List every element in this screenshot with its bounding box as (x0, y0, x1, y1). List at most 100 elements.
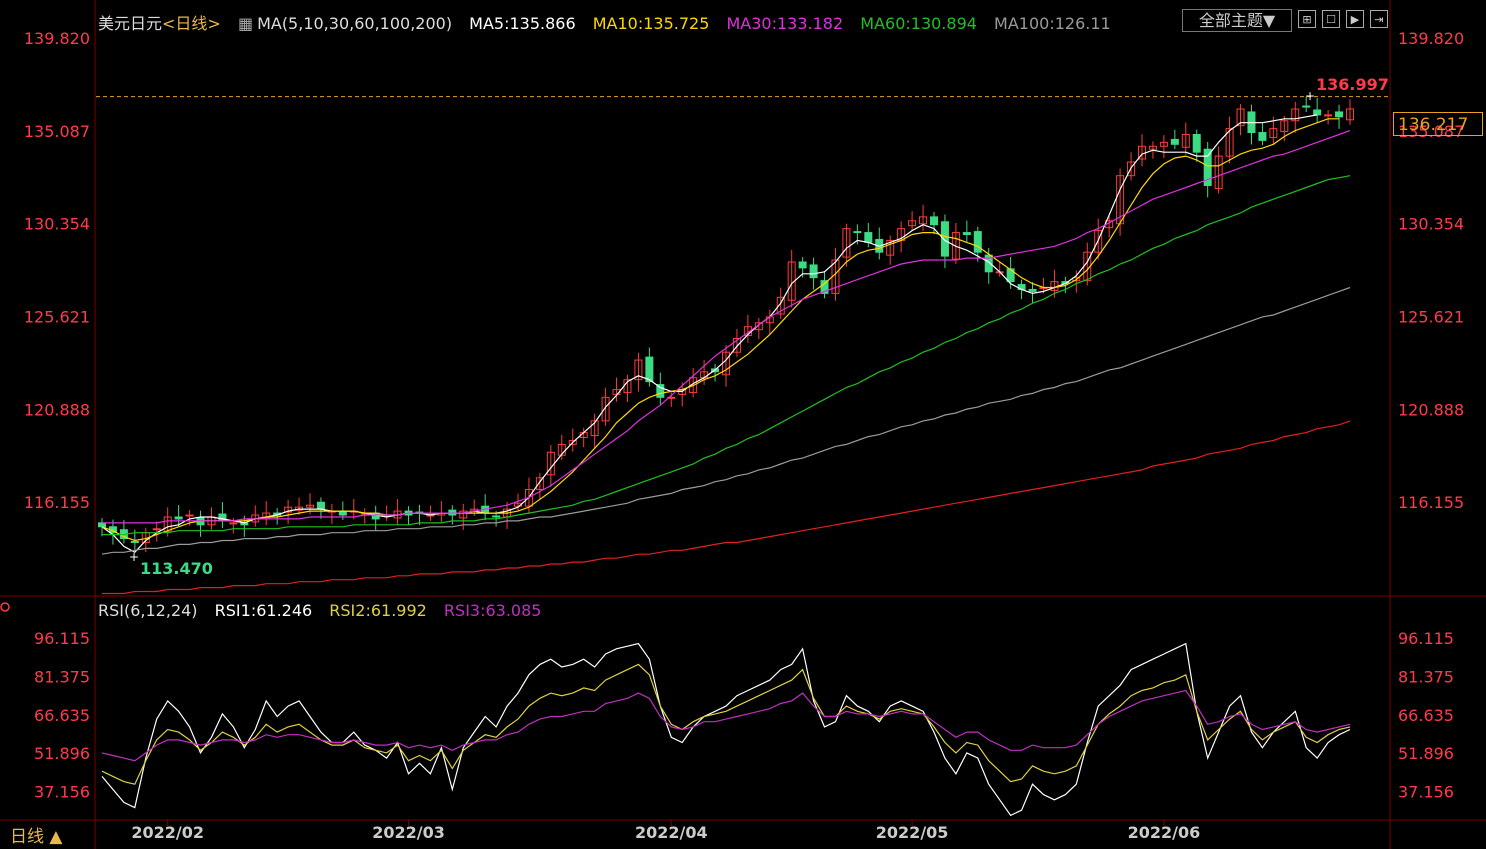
candle-body (1225, 128, 1234, 157)
candle-body (951, 232, 960, 260)
candle-body (732, 337, 741, 353)
high-marker: + (1305, 89, 1315, 103)
y-tick-right: 116.155 (1398, 493, 1464, 512)
low-marker: + (129, 550, 139, 564)
main-chart-header: 美元日元<日线> ▦ MA(5,10,30,60,100,200) MA5:135… (98, 10, 1123, 34)
candle-body (568, 439, 577, 445)
candle-body (853, 231, 862, 234)
candle-body (152, 528, 161, 531)
candle-body (1170, 138, 1179, 145)
candle-body (1291, 108, 1300, 122)
candle-body (1346, 108, 1354, 121)
rsi-label[interactable]: RSI(6,12,24) (98, 601, 198, 620)
rsi-line-rsi1 (101, 642, 1351, 817)
y-tick-right: 120.888 (1398, 400, 1464, 419)
candle-body (842, 228, 851, 258)
rsi-tick-left: 81.375 (34, 667, 90, 686)
x-tick-label: 2022/02 (131, 823, 204, 842)
expand-icon[interactable]: ⇥ (1370, 10, 1388, 28)
y-tick-left: 120.888 (24, 400, 90, 419)
candle-body (1148, 145, 1157, 150)
candle-body (229, 522, 238, 525)
candle-body (1335, 111, 1344, 118)
candle-body (163, 516, 172, 533)
candle-body (1072, 277, 1081, 282)
rsi-tick-right: 51.896 (1398, 744, 1454, 763)
candle-body (776, 296, 785, 315)
candle-body (984, 254, 993, 273)
period-selector[interactable]: 日线 ▲ (10, 827, 63, 847)
candle-body (535, 477, 544, 491)
rsi1-value: RSI1:61.246 (214, 601, 313, 620)
candle-body (174, 516, 183, 520)
ma-line-ma5 (101, 114, 1318, 554)
candle-body (1127, 161, 1136, 177)
candle-body (1006, 268, 1015, 283)
candle-body (1324, 114, 1333, 117)
candle-body (689, 377, 698, 393)
candle-body (645, 356, 654, 383)
candle-body (1269, 128, 1278, 138)
candle-body (973, 231, 982, 253)
rsi-line-rsi3 (101, 689, 1351, 762)
candle-body (1028, 288, 1037, 292)
symbol-name: 美元日元 (98, 14, 163, 33)
candle-body (459, 510, 468, 519)
ma-line-ma100 (101, 286, 1351, 555)
window-icon[interactable]: ☐ (1322, 10, 1340, 28)
rsi-line-rsi2 (101, 663, 1351, 785)
candle-body (1203, 148, 1212, 186)
layout-grid-icon[interactable]: ⊞ (1298, 10, 1316, 28)
rsi-tick-left: 66.635 (34, 706, 90, 725)
ma60-value: MA60:130.894 (860, 14, 977, 33)
pane-resize-handle (0, 602, 10, 612)
candle-body (940, 221, 949, 257)
rsi-tick-right: 37.156 (1398, 783, 1454, 802)
y-tick-left: 116.155 (24, 493, 90, 512)
candle-body (1214, 155, 1223, 189)
ma30-value: MA30:133.182 (726, 14, 844, 33)
y-tick-left: 125.621 (24, 308, 90, 327)
rsi-tick-right: 66.635 (1398, 706, 1454, 725)
x-tick-label: 2022/04 (635, 823, 708, 842)
rsi-header: RSI(6,12,24) RSI1:61.246 RSI2:61.992 RSI… (98, 601, 553, 620)
ma-line-ma30 (102, 130, 1351, 524)
ma-line-ma60 (102, 175, 1351, 536)
candle-body (930, 216, 938, 226)
play-icon[interactable]: ▶ (1346, 10, 1364, 28)
y-tick-left: 135.087 (24, 122, 90, 141)
rsi3-value: RSI3:63.085 (443, 601, 542, 620)
y-tick-left: 139.820 (24, 29, 90, 48)
candle-body (634, 359, 643, 381)
ma-label[interactable]: ▦ MA(5,10,30,60,100,200) (237, 14, 453, 33)
candle-body (908, 220, 917, 227)
rsi-tick-left: 96.115 (34, 629, 90, 648)
rsi-tick-left: 37.156 (34, 783, 90, 802)
indicator-icon: ▦ (237, 14, 254, 33)
candle-body (1159, 141, 1168, 147)
y-tick-right: 139.820 (1398, 29, 1464, 48)
period-tag[interactable]: <日线> (162, 14, 221, 33)
candle-body (656, 384, 665, 398)
rsi-tick-right: 81.375 (1398, 667, 1454, 686)
low-annotation: 113.470 (140, 559, 213, 578)
candle-body (1094, 230, 1103, 253)
x-tick-label: 2022/06 (1128, 823, 1201, 842)
candle-body (962, 232, 971, 236)
rsi-tick-right: 96.115 (1398, 629, 1454, 648)
candle-body (886, 239, 895, 256)
high-annotation: 136.997 (1316, 75, 1389, 94)
candle-body (1280, 120, 1289, 133)
candle-body (1258, 132, 1267, 141)
current-price-label: 136.217 (1393, 112, 1483, 136)
candle-body (590, 420, 599, 437)
theme-dropdown-button[interactable]: 全部主题▼ (1182, 9, 1292, 32)
candle-body (809, 264, 818, 279)
ma100-value: MA100:126.11 (994, 14, 1111, 33)
y-tick-right: 135.087 (1398, 122, 1464, 141)
candle-body (820, 280, 829, 294)
x-tick-label: 2022/05 (876, 823, 949, 842)
candle-body (1236, 108, 1245, 127)
candle-body (798, 261, 807, 269)
